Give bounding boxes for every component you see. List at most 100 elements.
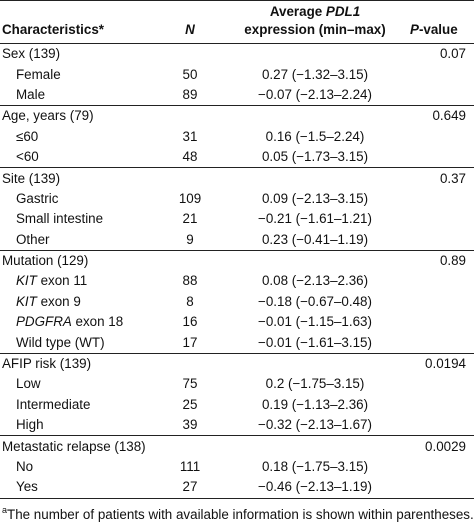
cell-n: 89 [182,86,198,102]
characteristic-label: Low [16,376,41,392]
cell-n [158,105,222,127]
cell-average-expression [222,435,408,457]
cell-average-expression: −0.32 (−2.13–1.67) [258,417,372,433]
header-average-expression: Average PDL1 expression (min–max) [222,1,408,44]
cell-p-value [408,85,474,106]
cell-p-value [408,312,474,332]
group-row: Site (139) 0.37 [0,167,474,189]
header-avg-prefix: Average [269,4,326,19]
group-row: Age, years (79) 0.649 [0,105,474,127]
characteristic-label: <60 [16,149,39,165]
cell-characteristic: Other [0,230,158,251]
header-p-value: P-value [408,1,474,44]
cell-p-value [408,64,474,84]
cell-characteristic: <60 [0,147,158,168]
characteristic-label: KIT [16,273,37,289]
cell-characteristic: Gastric [0,189,158,209]
characteristic-label: Yes [16,479,38,495]
table-row: KIT exon 9 8 −0.18 (−0.67–0.48) [0,292,474,312]
characteristic-label: Other [16,231,50,247]
cell-p-value [408,395,474,415]
cell-characteristic: Male [0,85,158,106]
cell-average-expression: 0.23 (−0.41–1.19) [261,231,369,247]
characteristic-label: Metastatic relapse (138) [2,438,146,454]
cell-p-value: 0.07 [439,46,466,62]
cell-characteristic: AFIP risk (139) [0,352,158,375]
characteristic-label: PDGFRA [16,314,72,330]
cell-n: 88 [182,273,198,289]
header-p-italic: P [410,22,419,37]
cell-average-expression [222,167,408,189]
characteristic-label: Mutation (129) [2,253,89,269]
footnote-marker: a [2,504,8,515]
characteristic-label: Age, years (79) [2,108,94,124]
footnote-text: The number of patients with available in… [7,506,474,522]
cell-p-value [408,147,474,168]
cell-n [158,167,222,189]
characteristic-label: Wild type (WT) [16,334,105,350]
group-row: Sex (139) 0.07 [0,44,474,65]
cell-average-expression [222,249,408,272]
cell-average-expression [222,105,408,127]
cell-n: 27 [158,477,222,499]
table-footnote: aThe number of patients with available i… [0,499,474,524]
characteristics-table: Characteristics* N Average PDL1 expressi… [0,0,474,499]
cell-p-value: 0.0194 [408,352,474,375]
characteristic-label: Site (139) [2,170,61,186]
characteristic-label: Small intestine [16,211,104,227]
cell-characteristic: Mutation (129) [0,249,158,272]
cell-average-expression: 0.08 (−2.13–2.36) [261,273,369,289]
cell-n: 75 [182,376,198,392]
cell-characteristic: Metastatic relapse (138) [0,435,158,457]
cell-average-expression: 0.18 (−1.75–3.15) [261,459,369,474]
cell-average-expression: 0.09 (−2.13–3.15) [261,190,369,206]
cell-n: 31 [182,128,198,144]
characteristic-label: Gastric [16,190,59,206]
cell-p-value: 0.89 [408,249,474,272]
cell-characteristic: Site (139) [0,167,158,189]
characteristic-label: Female [16,66,61,82]
cell-characteristic: Low [0,374,158,394]
cell-average-expression: 0.05 (−1.73–3.15) [261,149,369,165]
cell-average-expression [222,44,408,65]
cell-characteristic: KIT exon 9 [0,292,158,312]
cell-characteristic: Yes [0,477,158,499]
cell-average-expression: 0.2 (−1.75–3.15) [265,376,365,392]
characteristic-label-rest: exon 18 [71,314,124,330]
table-body: Sex (139) 0.07 Female 50 0.27 (−1.32–3.15) Ma… [0,44,474,499]
header-characteristics: Characteristics* [2,22,104,37]
cell-characteristic: High [0,415,158,436]
cell-p-value [408,374,474,394]
table-row: High 39 −0.32 (−2.13–1.67) [0,415,474,436]
cell-characteristic: Age, years (79) [0,105,158,127]
table-row: Intermediate 25 0.19 (−1.13–2.36) [0,395,474,415]
cell-average-expression: −0.01 (−1.61–3.15) [258,334,372,350]
cell-n: 8 [186,293,194,309]
cell-p-value [408,477,474,499]
cell-n: 39 [182,417,198,433]
cell-average-expression: 0.27 (−1.32–3.15) [261,66,369,82]
cell-n: 25 [182,396,198,412]
characteristic-label: ≤60 [16,128,39,144]
table-row: Other 9 0.23 (−0.41–1.19) [0,230,474,251]
cell-n: 111 [179,459,201,474]
cell-n: 17 [182,334,198,350]
cell-n: 16 [182,314,198,330]
cell-characteristic: Wild type (WT) [0,332,158,353]
cell-p-value: 0.649 [408,105,474,127]
characteristic-label: KIT [16,293,37,309]
cell-n [158,249,222,272]
table-row: Wild type (WT) 17 −0.01 (−1.61–3.15) [0,332,474,353]
group-row: AFIP risk (139) 0.0194 [0,352,474,375]
group-row: Metastatic relapse (138) 0.0029 [0,435,474,457]
group-row: Mutation (129) 0.89 [0,249,474,272]
cell-p-value [408,332,474,353]
cell-p-value [408,457,474,477]
cell-characteristic: KIT exon 11 [0,271,158,291]
cell-average-expression: −0.21 (−1.61–1.21) [258,211,372,227]
table-row: Male 89 −0.07 (−2.13–2.24) [0,85,474,106]
characteristic-label-rest: exon 9 [36,293,81,309]
cell-average-expression: −0.46 (−2.13–1.19) [222,477,408,499]
cell-n [158,44,222,65]
